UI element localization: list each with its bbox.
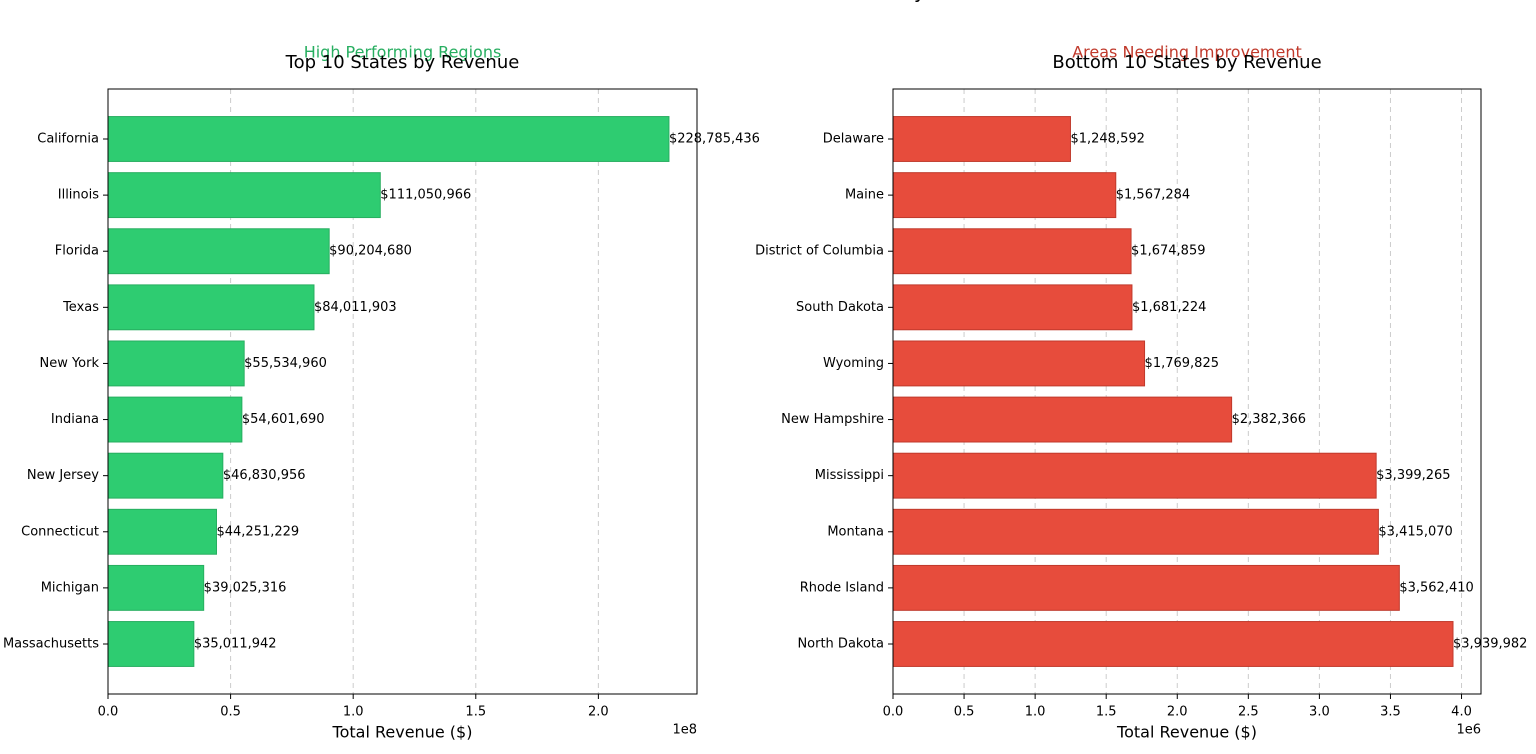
- x-axis-label: Total Revenue ($): [332, 723, 473, 742]
- value-label: $1,248,592: [1070, 132, 1144, 147]
- bar: [107, 396, 243, 443]
- x-tick-label: 4.0: [1451, 705, 1472, 720]
- y-tick-label: Massachusetts: [3, 636, 99, 651]
- y-tick-label: New Jersey: [27, 468, 99, 483]
- value-label: $3,562,410: [1399, 580, 1473, 595]
- x-tick-label: 1.0: [1025, 705, 1046, 720]
- y-tick-label: Maine: [845, 188, 884, 203]
- bar: [107, 564, 205, 611]
- bar: [892, 228, 1132, 275]
- subplot-title: Top 10 States by Revenue: [285, 52, 520, 73]
- value-label: $90,204,680: [329, 244, 412, 259]
- value-label: $44,251,229: [216, 524, 299, 539]
- value-label: $84,011,903: [314, 300, 397, 315]
- bar: [107, 116, 670, 162]
- bar: [107, 340, 245, 387]
- bar: [107, 621, 195, 667]
- value-label: $1,681,224: [1132, 300, 1206, 315]
- y-tick-label: Rhode Island: [800, 580, 884, 595]
- x-tick-label: 2.0: [588, 705, 609, 720]
- bar: [892, 621, 1454, 667]
- plot-frame: [107, 88, 698, 695]
- bar: [892, 340, 1146, 387]
- y-tick-label: South Dakota: [796, 300, 884, 315]
- y-tick-label: Michigan: [41, 580, 99, 595]
- bar: [107, 452, 224, 499]
- bar: [107, 284, 315, 331]
- y-tick-label: Florida: [55, 244, 99, 259]
- x-tick-label: 0.0: [98, 705, 119, 720]
- y-tick-label: Delaware: [823, 132, 884, 147]
- x-tick-label: 0.5: [220, 705, 241, 720]
- y-tick-label: New York: [39, 356, 99, 371]
- value-label: $3,399,265: [1376, 468, 1450, 483]
- x-tick-label: 1.5: [465, 705, 486, 720]
- bar: [107, 228, 330, 275]
- y-tick-label: Texas: [62, 300, 99, 315]
- x-tick-label: 0.0: [883, 705, 904, 720]
- x-tick-label: 3.5: [1380, 705, 1401, 720]
- x-tick-label: 2.0: [1167, 705, 1188, 720]
- bar: [892, 284, 1133, 331]
- value-label: $55,534,960: [244, 356, 327, 371]
- x-tick-label: 2.5: [1238, 705, 1259, 720]
- y-tick-label: North Dakota: [797, 636, 884, 651]
- value-label: $111,050,966: [380, 188, 471, 203]
- y-tick-label: New Hampshire: [781, 412, 884, 427]
- value-label: $54,601,690: [242, 412, 325, 427]
- subplot-subtitle: Areas Needing Improvement: [1072, 43, 1302, 62]
- y-tick-label: Wyoming: [823, 356, 884, 371]
- x-axis-label: Total Revenue ($): [1116, 723, 1257, 742]
- x-tick-label: 3.0: [1309, 705, 1330, 720]
- value-label: $2,382,366: [1232, 412, 1306, 427]
- subplot-subtitle: High Performing Regions: [304, 43, 502, 62]
- x-offset-text: 1e8: [672, 723, 697, 738]
- value-label: $1,769,825: [1145, 356, 1219, 371]
- value-label: $35,011,942: [194, 636, 277, 651]
- bar: [892, 508, 1379, 555]
- bar: [892, 564, 1400, 611]
- value-label: $3,415,070: [1378, 524, 1452, 539]
- y-tick-label: Connecticut: [21, 524, 99, 539]
- bar: [107, 508, 217, 555]
- y-tick-label: Illinois: [58, 188, 99, 203]
- value-label: $228,785,436: [669, 132, 760, 147]
- bar: [892, 172, 1117, 219]
- x-tick-label: 0.5: [954, 705, 975, 720]
- figure-title: State Revenue Performance Analysis: [584, 0, 952, 3]
- plot-frame: [892, 88, 1482, 695]
- value-label: $39,025,316: [204, 580, 287, 595]
- y-tick-label: Montana: [827, 524, 884, 539]
- value-label: $46,830,956: [223, 468, 306, 483]
- x-offset-text: 1e6: [1456, 723, 1481, 738]
- bar: [892, 396, 1233, 443]
- subplot-title: Bottom 10 States by Revenue: [1052, 52, 1321, 73]
- y-tick-label: District of Columbia: [755, 244, 884, 259]
- y-tick-label: California: [37, 132, 99, 147]
- bar: [892, 116, 1071, 162]
- bar: [107, 172, 381, 219]
- value-label: $1,674,859: [1131, 244, 1205, 259]
- x-tick-label: 1.5: [1096, 705, 1117, 720]
- x-tick-label: 1.0: [343, 705, 364, 720]
- y-tick-label: Indiana: [51, 412, 99, 427]
- value-label: $1,567,284: [1116, 188, 1190, 203]
- y-tick-label: Mississippi: [815, 468, 884, 483]
- value-label: $3,939,982: [1453, 636, 1527, 651]
- bar: [892, 452, 1377, 499]
